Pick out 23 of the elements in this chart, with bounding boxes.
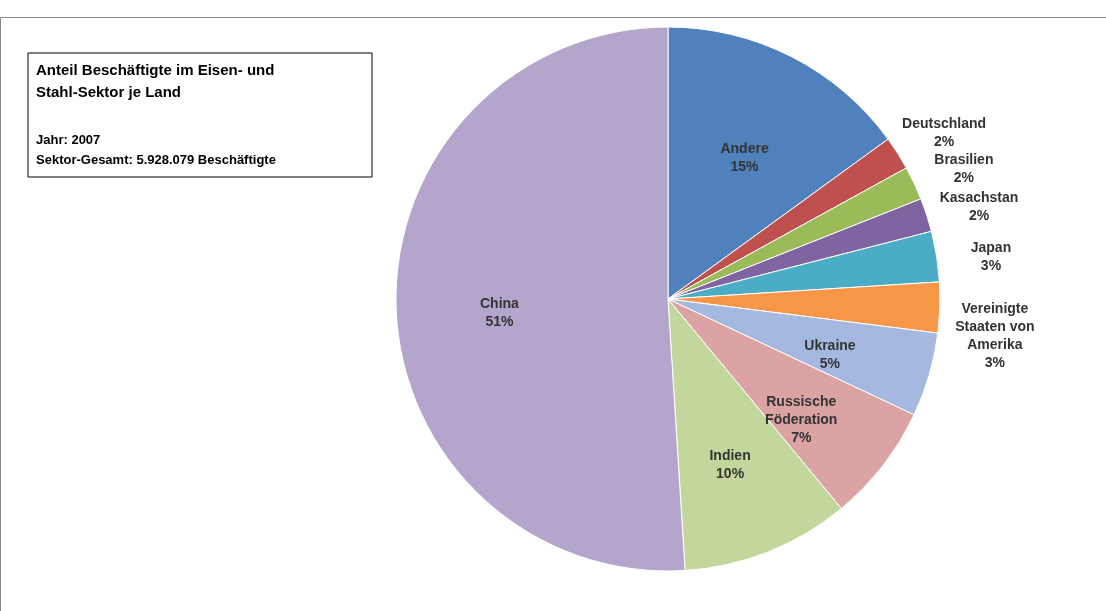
data-label: 3%: [984, 354, 1006, 371]
slice-label: Ukraine: [804, 337, 856, 354]
data-label: 15%: [730, 157, 760, 174]
slice-label: Brasilien: [934, 150, 994, 167]
data-label: 3%: [980, 256, 1002, 273]
data-label: 51%: [485, 313, 514, 330]
slice-label: Kasachstan: [939, 188, 1019, 205]
slice-label: Deutschland: [902, 114, 987, 131]
slice-label: Vereinigte Staaten von Amerika: [955, 300, 1035, 353]
data-label: 2%: [968, 206, 990, 223]
data-label: 5%: [819, 355, 841, 372]
text: Anteil Beschäftigte im Eisen- und Stahl-Sektor je Land: [36, 61, 275, 100]
data-label: 2%: [953, 168, 975, 185]
slice-label: Japan: [970, 238, 1012, 255]
slice-label: Russische Föderation: [765, 393, 838, 428]
data-label: 10%: [716, 464, 745, 481]
slice-label: Andere: [720, 139, 769, 156]
data-label: 2%: [933, 132, 955, 149]
text: Jahr: 2007: [36, 132, 101, 147]
data-label: 7%: [791, 429, 812, 446]
slice-label: China: [480, 295, 520, 312]
text: Sektor-Gesamt: 5.928.079 Beschäftigte: [36, 152, 276, 167]
slice-label: Indien: [709, 446, 751, 463]
